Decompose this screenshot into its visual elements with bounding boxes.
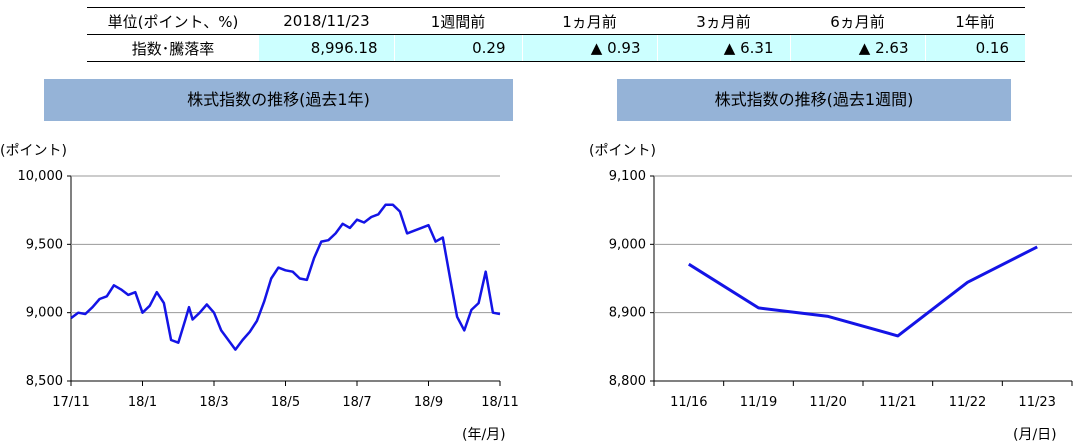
chart1-x-tick-label: 18/5 — [271, 395, 300, 410]
one-year-change: 0.16 — [924, 34, 1025, 62]
chart1-x-tick-label: 18/1 — [128, 395, 157, 410]
chart2-x-unit: (月/日) — [1013, 427, 1057, 443]
row-label: 指数･騰落率 — [87, 34, 259, 62]
index-value: 8,996.18 — [259, 34, 394, 62]
chart1-x-unit: (年/月) — [462, 427, 506, 443]
one-month-header: 1ヵ月前 — [522, 7, 657, 35]
one-month-change: ▲ 0.93 — [521, 34, 657, 62]
chart1-x-tick-label: 18/11 — [481, 395, 518, 410]
one-week-change: 0.29 — [393, 34, 522, 62]
unit-header: 単位(ポイント、%) — [87, 7, 259, 35]
chart2-y-unit: (ポイント) — [589, 143, 656, 159]
three-month-change: ▲ 6.31 — [656, 34, 790, 62]
chart2-x-tick-label: 11/23 — [1018, 395, 1055, 410]
summary-table: 単位(ポイント、%) 2018/11/23 1週間前 1ヵ月前 3ヵ月前 6ヵ月… — [87, 7, 1025, 62]
chart1-y-tick-label: 9,000 — [26, 306, 63, 321]
chart1-series-line — [70, 203, 501, 351]
chart1-title: 株式指数の推移(過去1年) — [44, 79, 513, 121]
chart1-y-tick-label: 8,500 — [26, 374, 63, 389]
one-week-header: 1週間前 — [394, 7, 522, 35]
chart1-y-tick-label: 9,500 — [26, 237, 63, 252]
three-month-header: 3ヵ月前 — [657, 7, 790, 35]
chart2-y-tick-label: 9,100 — [609, 169, 646, 184]
chart2-y-tick-label: 9,000 — [609, 237, 646, 252]
chart2-x-tick-label: 11/19 — [740, 395, 777, 410]
summary-header-row: 単位(ポイント、%) 2018/11/23 1週間前 1ヵ月前 3ヵ月前 6ヵ月… — [87, 7, 1025, 35]
one-year-header: 1年前 — [925, 7, 1025, 35]
chart1-x-tick-label: 18/3 — [199, 395, 228, 410]
six-month-header: 6ヵ月前 — [790, 7, 925, 35]
chart2-x-tick-label: 11/20 — [809, 395, 846, 410]
chart2-x-tick-label: 11/16 — [670, 395, 707, 410]
chart1-x-tick-label: 18/7 — [342, 395, 371, 410]
chart2-series-line — [688, 245, 1038, 338]
chart2-title: 株式指数の推移(過去1週間) — [617, 79, 1011, 121]
chart2-y-tick-label: 8,800 — [609, 374, 646, 389]
chart2-x-tick-label: 11/22 — [949, 395, 986, 410]
chart1-y-tick-label: 10,000 — [18, 169, 64, 184]
date-header: 2018/11/23 — [259, 7, 394, 35]
chart1-y-unit: (ポイント) — [0, 143, 67, 159]
chart1-x-tick-label: 17/11 — [52, 395, 89, 410]
chart2-x-tick-label: 11/21 — [879, 395, 916, 410]
chart1-x-tick-label: 18/9 — [414, 395, 443, 410]
summary-value-row: 指数･騰落率 8,996.18 0.29 ▲ 0.93 ▲ 6.31 ▲ 2.6… — [87, 34, 1025, 62]
chart2-y-tick-label: 8,900 — [609, 306, 646, 321]
six-month-change: ▲ 2.63 — [789, 34, 925, 62]
